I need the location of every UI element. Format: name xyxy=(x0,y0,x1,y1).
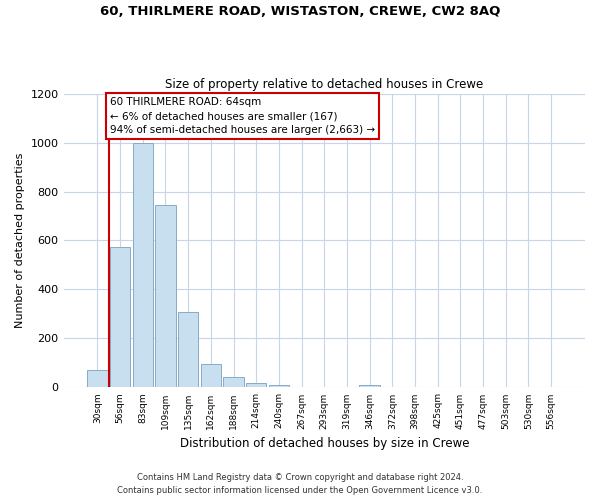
Bar xyxy=(133,142,153,388)
Bar xyxy=(269,385,289,388)
Bar xyxy=(200,364,221,388)
Bar xyxy=(110,246,130,388)
Text: 60, THIRLMERE ROAD, WISTASTON, CREWE, CW2 8AQ: 60, THIRLMERE ROAD, WISTASTON, CREWE, CW… xyxy=(100,5,500,18)
X-axis label: Distribution of detached houses by size in Crewe: Distribution of detached houses by size … xyxy=(179,437,469,450)
Bar xyxy=(87,370,107,388)
Y-axis label: Number of detached properties: Number of detached properties xyxy=(15,153,25,328)
Bar xyxy=(246,382,266,388)
Bar xyxy=(178,312,199,388)
Bar xyxy=(155,205,176,388)
Title: Size of property relative to detached houses in Crewe: Size of property relative to detached ho… xyxy=(165,78,484,91)
Bar xyxy=(359,386,380,388)
Text: 60 THIRLMERE ROAD: 64sqm
← 6% of detached houses are smaller (167)
94% of semi-d: 60 THIRLMERE ROAD: 64sqm ← 6% of detache… xyxy=(110,97,375,135)
Bar xyxy=(223,377,244,388)
Text: Contains HM Land Registry data © Crown copyright and database right 2024.
Contai: Contains HM Land Registry data © Crown c… xyxy=(118,474,482,495)
